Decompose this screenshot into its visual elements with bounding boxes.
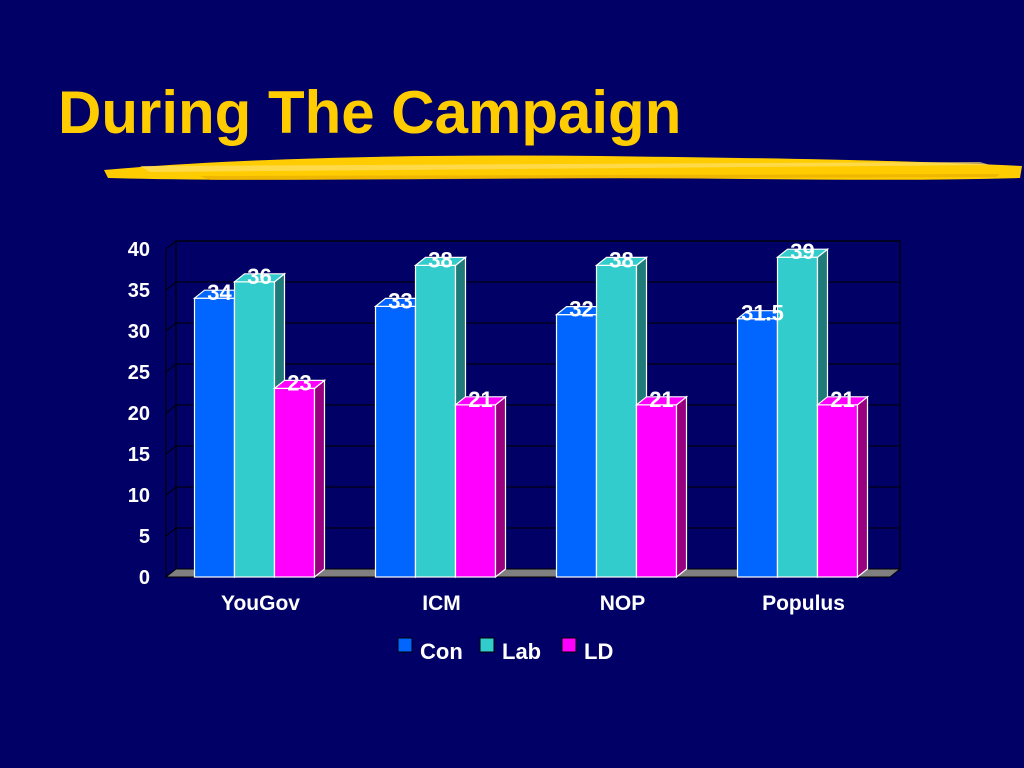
data-label: 38 [428, 247, 452, 272]
bar-front [635, 404, 678, 578]
y-tick-label: 25 [128, 362, 150, 384]
title-underline-brush-stroke [104, 155, 1022, 180]
bar-top [634, 396, 689, 406]
gridline [165, 322, 900, 332]
bar-top [815, 396, 870, 406]
bar-front [555, 314, 598, 578]
legend-label: LD [584, 639, 613, 664]
data-label: 21 [468, 387, 492, 412]
bar-front [273, 387, 316, 578]
y-tick-label: 15 [128, 444, 150, 466]
legend-item: Con [397, 637, 463, 664]
gridline [165, 363, 900, 373]
bar-side [856, 395, 869, 579]
bar-top [232, 273, 287, 283]
y-tick-label: 10 [128, 485, 150, 507]
slide-title: During The Campaign [58, 79, 682, 146]
data-label: 39 [790, 239, 814, 264]
legend-swatch [397, 637, 413, 653]
legend-item: LD [561, 637, 613, 664]
bar-front [193, 297, 236, 578]
bar [815, 395, 870, 579]
data-label: 23 [287, 370, 311, 395]
bar-side [675, 395, 688, 579]
bar-top [272, 379, 327, 389]
bar-front [816, 404, 859, 578]
y-tick-label: 40 [128, 239, 150, 261]
data-label: 32 [569, 297, 593, 322]
bar-front [454, 404, 497, 578]
y-tick-label: 20 [128, 403, 150, 425]
bar-top [775, 248, 830, 258]
bar-front [736, 318, 779, 578]
data-label: 21 [830, 387, 854, 412]
legend-item: Lab [479, 637, 541, 664]
bar [634, 395, 689, 579]
legend-label: Con [420, 639, 463, 664]
bar-front [233, 281, 276, 578]
x-category-label: Populus [762, 592, 845, 615]
bar-top [413, 256, 468, 266]
x-category-label: NOP [600, 592, 646, 615]
y-tick-label: 35 [128, 280, 150, 302]
data-label: 34 [207, 280, 232, 305]
bar-top [453, 396, 508, 406]
bar-side [494, 395, 507, 579]
gridline [165, 281, 900, 291]
bar [272, 379, 327, 579]
bar [453, 395, 508, 579]
y-tick-label: 5 [139, 526, 150, 548]
gridline [165, 240, 900, 250]
y-tick-label: 30 [128, 321, 150, 343]
legend-label: Lab [502, 639, 541, 664]
data-label: 38 [609, 247, 633, 272]
bar-side [313, 379, 326, 579]
data-label: 36 [247, 264, 271, 289]
bar-front [776, 256, 819, 578]
x-category-label: ICM [422, 592, 461, 615]
bar-front [414, 264, 457, 578]
data-label: 33 [388, 288, 412, 313]
legend-swatch [561, 637, 577, 653]
bar [775, 247, 830, 579]
legend-swatch [479, 637, 495, 653]
y-tick-label: 0 [139, 567, 150, 589]
data-label: 21 [649, 387, 673, 412]
bar-front [374, 305, 417, 578]
x-category-label: YouGov [221, 592, 300, 615]
bar-front [595, 264, 638, 578]
data-label: 31.5 [741, 301, 784, 326]
bar-top [594, 256, 649, 266]
